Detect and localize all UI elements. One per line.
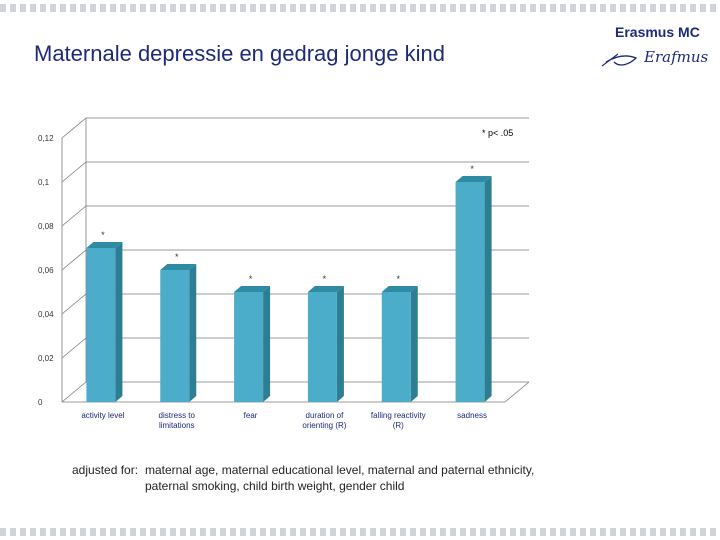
bar-top (381, 286, 418, 292)
bar-front (307, 292, 337, 402)
x-category-label-line: orienting (R) (302, 421, 346, 430)
chart-bars (86, 176, 492, 402)
bar-front (455, 182, 485, 402)
erasmus-mc-logo: Erasmus MC Erafmus (600, 18, 710, 74)
bar-front (234, 292, 264, 402)
y-tick-label: 0,06 (38, 266, 54, 275)
gridline-diagonal (61, 249, 87, 271)
bar-front (381, 292, 411, 402)
x-axis-right (504, 381, 530, 403)
x-category-label-line: distress to (159, 411, 196, 420)
significance-marker: * (323, 274, 327, 284)
x-category-label-line: limitations (159, 421, 195, 430)
x-category-label-line: activity level (81, 411, 124, 420)
y-tick-label: 0,02 (38, 354, 54, 363)
x-category-label-line: falling reactivity (371, 411, 426, 420)
bar (160, 264, 197, 402)
bar-top (160, 264, 197, 270)
y-tick-label: 0,1 (38, 178, 50, 187)
gridline-diagonal (61, 293, 87, 315)
footnote-line-2: paternal smoking, child birth weight, ge… (145, 479, 405, 493)
bar (234, 286, 271, 402)
bar-side (115, 242, 123, 402)
gridline-diagonal (61, 117, 87, 139)
bar-side (189, 264, 197, 402)
bottom-dashed-border (0, 528, 720, 536)
x-category-label: falling reactivity (R) (371, 411, 426, 430)
x-category-label: distress to limitations (159, 411, 196, 430)
x-category-label-line: (R) (393, 421, 404, 430)
bar-front (86, 248, 116, 402)
significance-marker: * (396, 274, 400, 284)
slide-title: Maternale depressie en gedrag jonge kind (34, 41, 445, 66)
logo-signature-text: Erafmus (643, 48, 708, 66)
chart-axis (61, 118, 530, 403)
bar-side (484, 176, 492, 402)
bar (455, 176, 492, 402)
significance-marker: * (101, 230, 105, 240)
y-tick-label: 0,08 (38, 222, 54, 231)
x-category-label: duration of orienting (R) (302, 411, 346, 430)
logo-name: Erasmus MC (615, 24, 700, 40)
bar-top (234, 286, 271, 292)
chart-labels: 0 0,02 0,04 0,06 0,08 0,1 0,12 * activity level *… (38, 134, 487, 430)
bar (86, 242, 123, 402)
top-dashed-border (0, 4, 720, 12)
bar (307, 286, 344, 402)
significance-marker: * (175, 252, 179, 262)
gridline-diagonal (61, 205, 87, 227)
chart-grid (61, 117, 529, 403)
footnote-line-1: maternal age, maternal educational level… (145, 463, 535, 477)
significance-marker: * (249, 274, 253, 284)
y-tick-label: 0,04 (38, 310, 54, 319)
bar-top (307, 286, 344, 292)
gridline-diagonal (61, 161, 87, 183)
logo-signature: Erafmus (601, 48, 708, 67)
gridline-diagonal (61, 337, 87, 359)
bar-front (160, 270, 190, 402)
x-category-label-line: sadness (457, 411, 487, 420)
significance-note: * p< .05 (482, 128, 513, 138)
x-category-label-line: fear (244, 411, 258, 420)
bar-top (455, 176, 492, 182)
significance-marker: * (470, 164, 474, 174)
y-tick-label: 0 (38, 398, 43, 407)
footnote-label: adjusted for: (72, 463, 139, 477)
footnote: adjusted for: maternal age, maternal educ… (72, 462, 534, 494)
x-category-label: activity level (81, 411, 124, 420)
bar-top (86, 242, 123, 248)
bar (381, 286, 418, 402)
x-category-label: fear (244, 411, 258, 420)
x-category-label-line: duration of (306, 411, 345, 420)
x-category-label: sadness (457, 411, 487, 420)
bar-side (336, 286, 344, 402)
bar-side (263, 286, 271, 402)
y-tick-label: 0,12 (38, 134, 54, 143)
gridline-diagonal (61, 381, 87, 403)
bar-side (410, 286, 418, 402)
